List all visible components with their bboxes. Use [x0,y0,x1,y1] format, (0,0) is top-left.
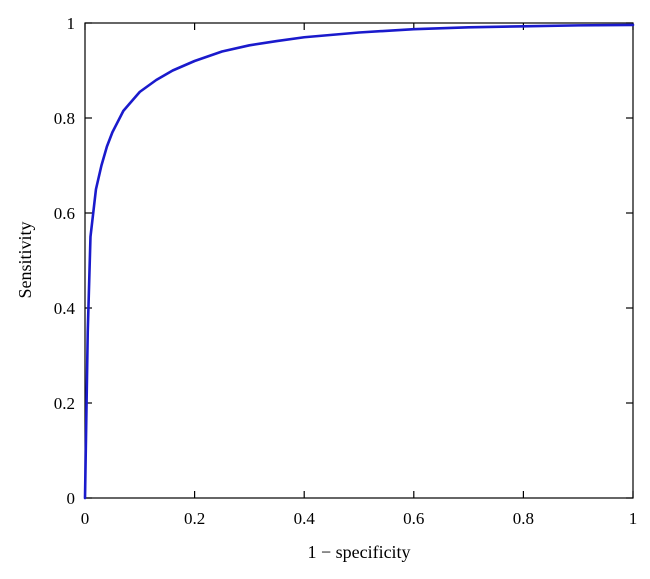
y-axis-label: Sensitivity [15,221,35,298]
x-tick-label: 0.8 [513,509,534,528]
y-tick-label: 1 [67,14,76,33]
x-tick-label: 1 [629,509,638,528]
roc-curve [83,23,635,500]
x-tick-label: 0.2 [184,509,205,528]
axis-ticks [84,22,634,499]
y-tick-label: 0 [67,489,76,508]
y-tick-label: 0.8 [54,109,75,128]
y-tick-label: 0.4 [54,299,76,318]
plot-frame [84,22,634,499]
tick-labels: 0 0.2 0.4 0.6 0.8 1 0 0.2 0.4 0.6 0.8 1 [54,14,638,528]
x-tick-label: 0.6 [403,509,424,528]
y-tick-label: 0.6 [54,204,75,223]
y-tick-label: 0.2 [54,394,75,413]
series-layer [83,23,635,500]
x-tick-label: 0.4 [294,509,316,528]
x-axis-label: 1 − specificity [307,542,410,562]
x-tick-label: 0 [81,509,90,528]
